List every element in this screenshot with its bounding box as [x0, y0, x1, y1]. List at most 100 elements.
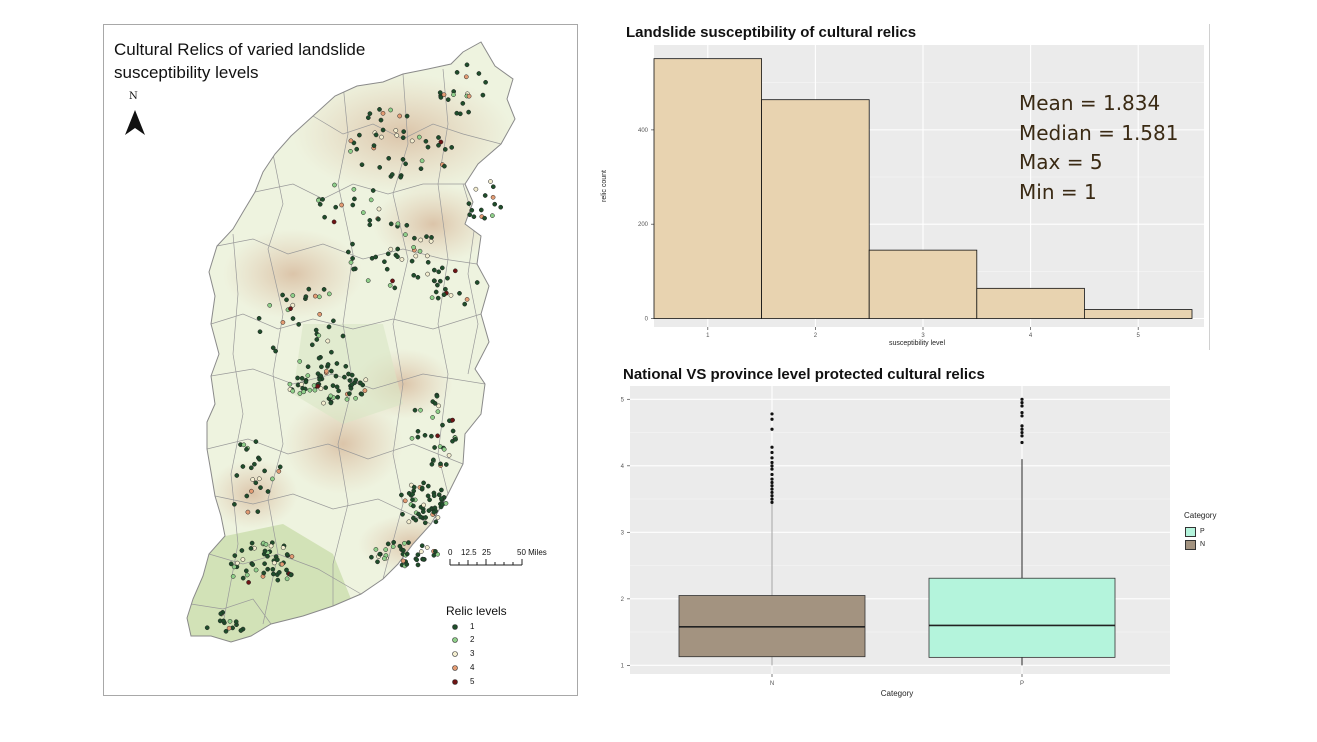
relic-point — [248, 546, 254, 551]
relic-point — [376, 206, 382, 212]
legend-marker-5 — [452, 679, 458, 685]
relic-point — [284, 576, 290, 582]
boxplot-outlier — [770, 480, 774, 485]
relic-point — [403, 161, 408, 167]
relic-point — [399, 492, 404, 498]
relic-point — [419, 543, 425, 549]
relic-point — [253, 567, 259, 573]
relic-point — [218, 611, 224, 617]
boxplot-y-tick-label: 1 — [621, 663, 625, 669]
relic-point — [417, 248, 423, 254]
boxplot-outlier — [770, 472, 774, 477]
relic-point — [431, 509, 437, 515]
relic-point — [290, 293, 296, 298]
relic-point — [438, 461, 443, 467]
relic-point — [480, 92, 486, 98]
boxplot-outlier — [770, 484, 774, 488]
relic-point — [380, 110, 386, 116]
relic-point — [490, 184, 496, 190]
relic-point — [262, 548, 268, 554]
boxplot-box — [928, 577, 1116, 658]
relic-point — [428, 238, 434, 244]
relic-point — [357, 132, 362, 138]
relic-point — [257, 329, 263, 335]
histogram-x-tick-label: 2 — [814, 333, 818, 339]
relic-point — [280, 545, 286, 551]
relic-point — [431, 493, 437, 499]
relic-point — [435, 515, 441, 520]
relic-point — [397, 113, 403, 119]
relic-point — [434, 393, 440, 399]
relic-point — [284, 297, 289, 303]
relic-point — [334, 384, 340, 390]
relic-point — [378, 117, 384, 123]
relic-point — [344, 396, 350, 402]
relic-point — [289, 554, 295, 559]
relic-point — [226, 625, 232, 631]
relic-point — [319, 364, 324, 370]
relic-point — [358, 380, 363, 386]
relic-point — [297, 359, 303, 364]
relic-point — [426, 508, 432, 513]
relic-point — [435, 409, 441, 414]
relic-point — [240, 575, 246, 581]
relic-point — [402, 540, 407, 546]
relic-point — [295, 375, 300, 381]
relic-point — [232, 553, 238, 558]
relic-point — [371, 143, 377, 148]
relic-point — [387, 283, 393, 288]
histogram-y-tick-label: 200 — [638, 222, 649, 228]
relic-point — [400, 135, 406, 141]
relic-point — [386, 155, 392, 161]
relic-point — [204, 625, 210, 631]
relic-point — [466, 93, 472, 99]
boxplot-chart: 1 2 3 4 5 N P Category — [621, 386, 1170, 698]
relic-point — [375, 559, 380, 565]
relic-point — [445, 275, 450, 281]
category-legend-label-n: N — [1200, 541, 1206, 548]
relic-point — [431, 267, 437, 273]
relic-point — [422, 520, 428, 526]
relic-point — [280, 320, 286, 325]
relic-point — [443, 500, 449, 506]
relic-point — [328, 400, 334, 406]
boxplot-outlier — [770, 445, 774, 449]
relic-point — [315, 383, 321, 389]
relic-point — [482, 215, 487, 221]
boxplot-outlier — [770, 500, 774, 504]
relic-point — [454, 70, 460, 75]
relic-point — [367, 218, 373, 223]
relic-point — [438, 496, 444, 501]
relic-point — [401, 129, 407, 134]
relic-point — [353, 377, 359, 383]
relic-point — [318, 373, 324, 379]
relic-point — [382, 556, 387, 561]
relic-point — [462, 301, 468, 307]
relic-point — [463, 74, 469, 80]
relic-point — [438, 95, 444, 100]
relic-point — [250, 477, 256, 482]
relic-point — [415, 562, 421, 568]
relic-point — [323, 385, 329, 390]
relic-point — [411, 244, 416, 250]
relic-point — [240, 557, 246, 562]
relic-point — [390, 544, 396, 549]
relic-point — [244, 493, 250, 499]
relic-point — [343, 363, 349, 369]
relic-point — [373, 254, 379, 260]
relic-point — [301, 389, 307, 395]
relic-point — [230, 574, 236, 579]
relic-point — [305, 364, 311, 370]
relic-point — [367, 111, 373, 116]
boxplot-outlier — [1020, 434, 1024, 438]
relic-point — [367, 222, 373, 228]
relic-point — [249, 488, 254, 494]
relic-point — [436, 142, 441, 148]
relic-point — [432, 445, 437, 450]
relic-point — [299, 375, 305, 381]
boxplot-outlier — [770, 477, 774, 481]
relic-point — [322, 214, 327, 220]
relic-point — [418, 407, 423, 413]
relic-point — [312, 293, 318, 299]
relic-point — [436, 135, 441, 140]
